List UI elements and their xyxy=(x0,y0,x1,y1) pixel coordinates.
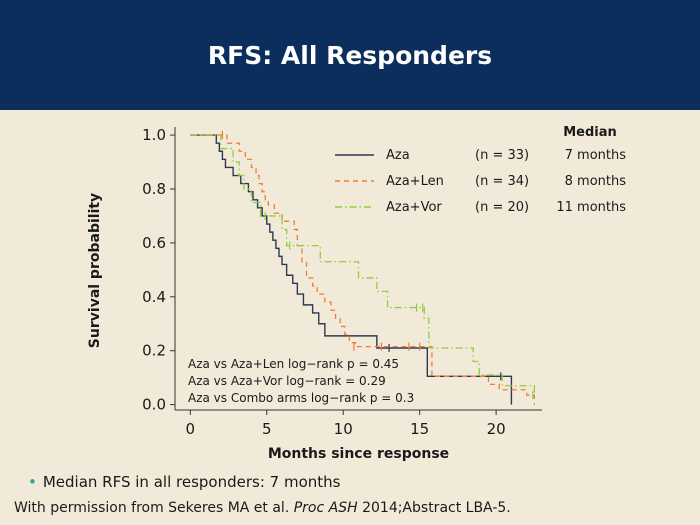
citation-prefix: With permission from Sekeres MA et al. xyxy=(14,500,294,516)
logrank-annotation: Aza vs Aza+Len log−rank p = 0.45 xyxy=(188,357,399,371)
slide-title: RFS: All Responders xyxy=(207,40,493,70)
bullet-text: Median RFS in all responders: 7 months xyxy=(42,473,341,491)
legend-series-name: Aza+Len xyxy=(386,174,444,189)
y-tick-label: 0.8 xyxy=(142,180,166,198)
logrank-annotation: Aza vs Combo arms log−rank p = 0.3 xyxy=(188,391,414,405)
title-bar: RFS: All Responders xyxy=(0,0,700,110)
x-tick-label: 5 xyxy=(262,420,272,438)
x-tick-label: 10 xyxy=(334,420,353,438)
legend-median: 11 months xyxy=(556,200,626,215)
legend-n: (n = 20) xyxy=(475,200,529,215)
legend-header: Median xyxy=(563,125,617,140)
legend-series-name: Aza+Vor xyxy=(386,200,442,215)
legend-n: (n = 33) xyxy=(475,148,529,163)
summary-bullet: • Median RFS in all responders: 7 months xyxy=(28,473,340,491)
kaplan-meier-chart: 0 5 10 15 20 0.0 0.2 0.4 0.6 0.8 1.0 Months since r… xyxy=(87,125,627,462)
citation: With permission from Sekeres MA et al. P… xyxy=(14,500,511,516)
y-axis-label: Survival probability xyxy=(87,193,103,348)
x-tick-label: 20 xyxy=(487,420,506,438)
legend-median: 7 months xyxy=(565,148,627,163)
bullet-dot-icon: • xyxy=(28,473,37,491)
x-axis-label: Months since response xyxy=(268,446,449,462)
series-line-aza-len xyxy=(190,134,536,405)
legend-median: 8 months xyxy=(565,174,627,189)
y-tick-label: 0.2 xyxy=(142,342,166,360)
y-tick-label: 0.6 xyxy=(142,234,166,252)
logrank-annotation: Aza vs Aza+Vor log−rank = 0.29 xyxy=(188,374,386,388)
legend-n: (n = 34) xyxy=(475,174,529,189)
series-line-aza-vor xyxy=(190,134,536,396)
citation-journal: Proc ASH xyxy=(293,500,358,516)
y-tick-label: 0.4 xyxy=(142,288,166,306)
x-tick-label: 0 xyxy=(186,420,196,438)
series-line-aza xyxy=(190,134,513,405)
y-tick-label: 1.0 xyxy=(142,126,166,144)
citation-suffix: 2014;Abstract LBA-5. xyxy=(357,500,511,516)
y-tick-label: 0.0 xyxy=(142,396,166,414)
legend-series-name: Aza xyxy=(386,148,410,163)
x-tick-label: 15 xyxy=(410,420,429,438)
